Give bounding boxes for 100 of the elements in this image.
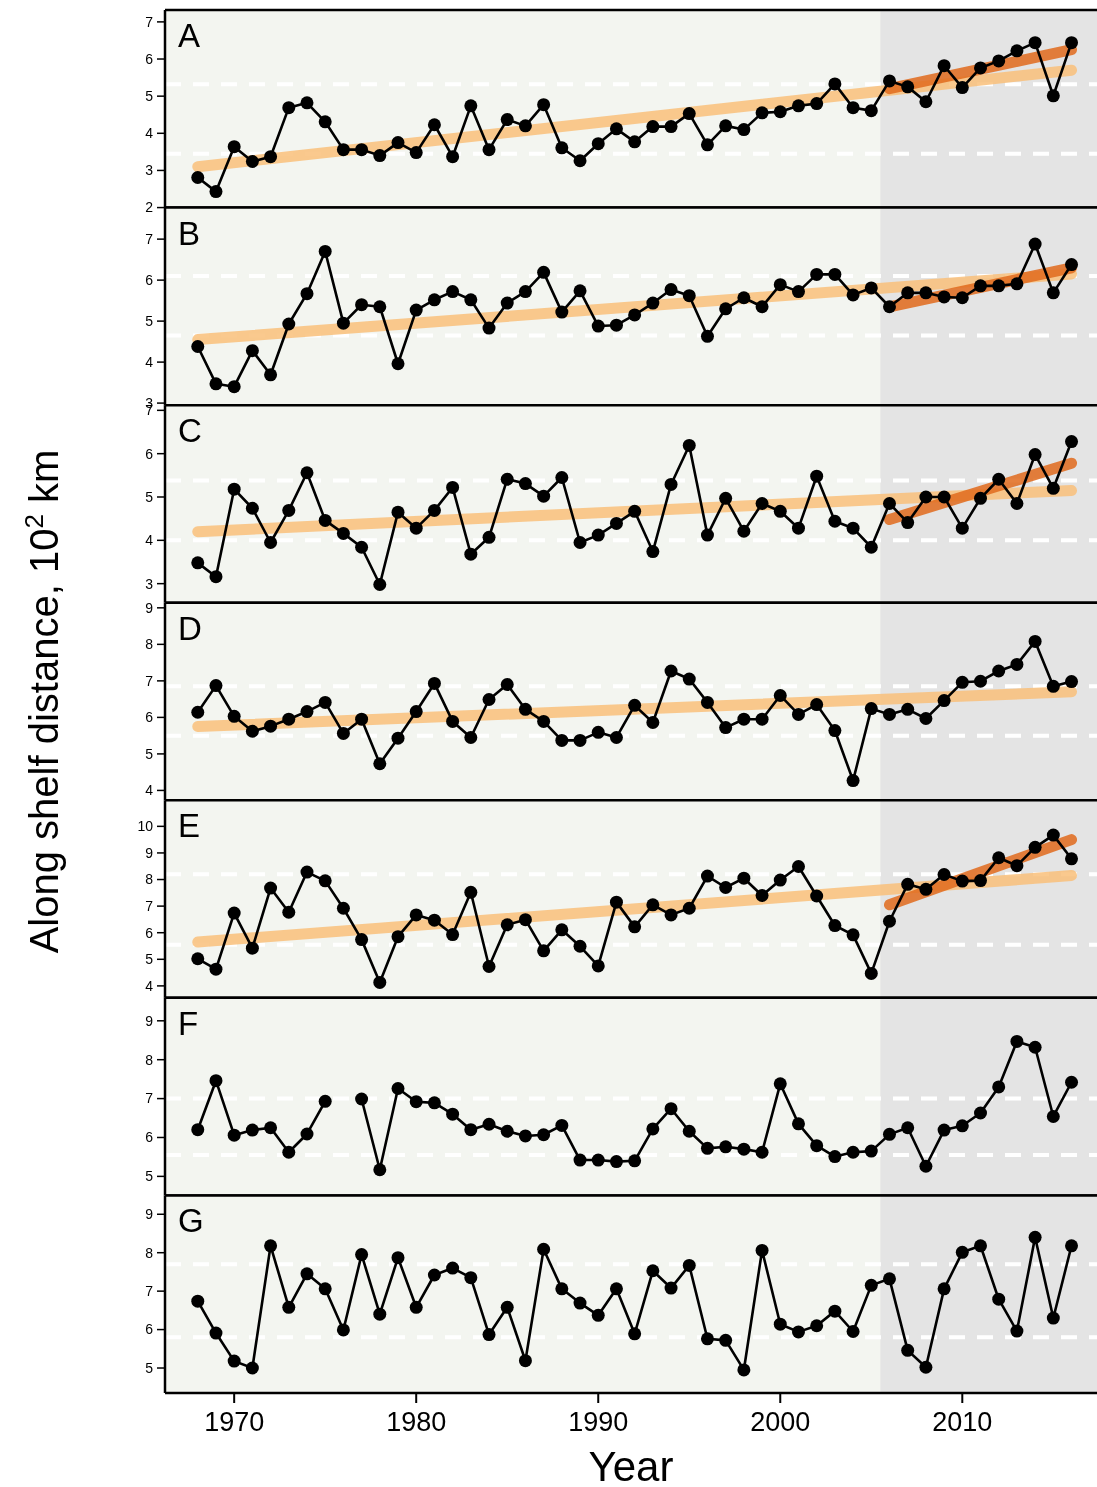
point [318, 115, 332, 129]
y-tick-label: 8 [145, 636, 154, 653]
point [209, 185, 223, 199]
point [700, 1141, 714, 1155]
point [227, 140, 241, 154]
point [573, 284, 587, 298]
point [573, 939, 587, 953]
y-tick-label: 6 [145, 272, 154, 289]
point [245, 1361, 259, 1375]
point [427, 1096, 441, 1110]
point [992, 54, 1006, 68]
point [427, 913, 441, 927]
point [1010, 859, 1024, 873]
x-tick-label: 2010 [932, 1407, 993, 1437]
y-tick-label: 4 [145, 532, 154, 549]
point [755, 888, 769, 902]
point [282, 905, 296, 919]
point [609, 516, 623, 530]
point [864, 104, 878, 118]
point [846, 1325, 860, 1338]
point [882, 300, 896, 314]
point [700, 695, 714, 709]
point [264, 1121, 278, 1135]
point [427, 293, 441, 307]
point [864, 702, 878, 716]
y-tick-label: 10 [137, 818, 154, 835]
point [537, 1242, 551, 1256]
y-tick-label: 9 [145, 599, 154, 616]
point [245, 724, 259, 738]
point [355, 1248, 369, 1262]
point [628, 135, 642, 149]
point [737, 524, 751, 538]
point [791, 99, 805, 113]
point [901, 80, 915, 94]
point [974, 1239, 987, 1253]
point [555, 923, 569, 937]
point [482, 692, 496, 706]
point [937, 867, 951, 881]
point [755, 712, 769, 726]
point [937, 1282, 951, 1296]
point [882, 707, 896, 721]
y-tick-label: 5 [145, 951, 154, 968]
point [919, 882, 933, 896]
point [427, 1268, 441, 1282]
y-tick-label: 7 [145, 1283, 154, 1300]
point [919, 95, 933, 109]
point [373, 1307, 387, 1321]
point [864, 540, 878, 554]
point [664, 477, 678, 491]
point [318, 1282, 332, 1296]
point [318, 1094, 332, 1108]
point [373, 578, 387, 592]
point [1028, 448, 1042, 462]
point [373, 1163, 387, 1177]
point [1046, 1109, 1060, 1123]
point [446, 285, 460, 299]
point [646, 716, 660, 729]
point [937, 290, 951, 304]
point [882, 74, 896, 88]
point [609, 318, 623, 332]
y-tick-label: 9 [145, 1206, 154, 1223]
point [409, 705, 423, 719]
point [882, 1127, 896, 1141]
point [209, 1074, 223, 1088]
point [191, 1294, 205, 1308]
point [555, 141, 569, 155]
point [992, 1292, 1006, 1306]
point [1065, 675, 1079, 689]
point [227, 482, 241, 496]
point [864, 1278, 878, 1292]
point [682, 1124, 696, 1138]
point [282, 1300, 296, 1314]
point [810, 1139, 824, 1153]
point [737, 871, 751, 885]
point [464, 1271, 478, 1285]
point [901, 286, 915, 300]
point [646, 120, 660, 134]
chart-title: D [178, 609, 202, 647]
point [737, 291, 751, 305]
y-tick-label: 4 [145, 125, 154, 142]
point [955, 1119, 969, 1133]
point [355, 933, 369, 947]
point [464, 730, 478, 744]
point [719, 721, 733, 735]
point [264, 719, 278, 733]
point [300, 1267, 314, 1281]
point [992, 851, 1006, 865]
point [846, 928, 860, 942]
point [373, 300, 387, 314]
point [409, 303, 423, 317]
point [409, 521, 423, 535]
point [1046, 89, 1060, 103]
y-tick-label: 7 [145, 898, 154, 915]
point [919, 490, 933, 504]
point [846, 521, 860, 535]
point [482, 1117, 496, 1131]
point [719, 302, 733, 316]
point [810, 97, 824, 111]
point [901, 702, 915, 716]
point [901, 1121, 915, 1135]
